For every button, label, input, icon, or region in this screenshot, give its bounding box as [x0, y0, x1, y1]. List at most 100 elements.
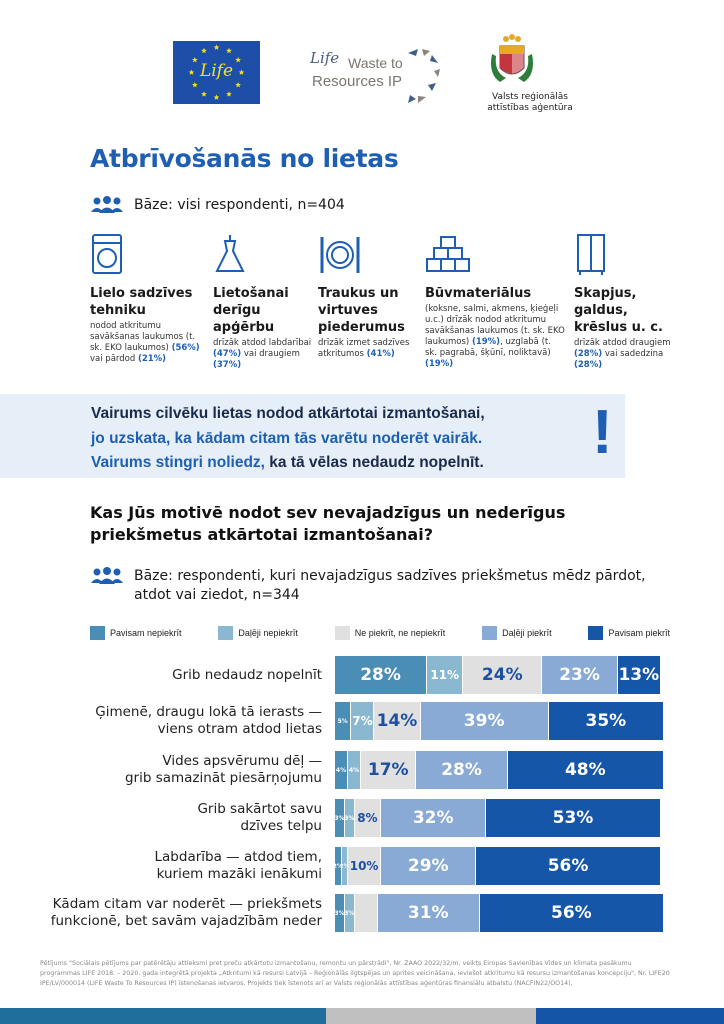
- callout-line1: Vairums cilvēku lietas nodod atkārtotai …: [91, 405, 485, 422]
- eu-star-icon: [201, 47, 207, 54]
- callout-line3-highlight: Vairums stingri noliedz,: [91, 454, 265, 471]
- bar-segment-3: 8%: [354, 799, 382, 837]
- eu-stars-icon: [188, 44, 245, 100]
- data-label: 35%: [585, 711, 627, 731]
- bar-segment-2: 11%: [427, 656, 464, 694]
- eu-star-icon: [226, 47, 232, 54]
- wtr-line2: Resources IP: [312, 73, 403, 90]
- bar-segment-5: 48%: [507, 751, 664, 789]
- legend-swatch: [588, 626, 604, 640]
- bar-segment-1: 3%: [335, 799, 345, 837]
- bar-segment-2: 4%: [348, 751, 362, 789]
- bar-segment-1: 5%: [335, 702, 352, 740]
- eu-star-icon: [213, 94, 220, 100]
- data-label: 17%: [367, 760, 409, 780]
- legend-swatch: [90, 626, 105, 640]
- category-text-part: nodod atkritumu savākšanas laukumos (t. …: [90, 321, 196, 353]
- category-title: Lielo sadzīves tehniku: [90, 286, 193, 318]
- category-card: Traukus un virtuves piederumus drīzāk iz…: [318, 233, 418, 360]
- category-percent: (37%): [213, 360, 242, 370]
- wtr-line1: Waste to: [348, 55, 403, 71]
- category-card: Skapjus, galdus, krēslus u. c. drīzāk at…: [574, 233, 674, 371]
- bar-segment-4: 23%: [542, 656, 618, 694]
- category-text: (koksne, salmi, akmens, ķieģeļi u.c.) dr…: [425, 304, 565, 370]
- bar-segment-5: 56%: [476, 847, 661, 885]
- bar-segment-1: 4%: [335, 751, 349, 789]
- data-label: 53%: [552, 808, 594, 828]
- category-card: Lielo sadzīves tehniku nodod atkritumu s…: [90, 233, 208, 365]
- bricks-icon: [426, 236, 470, 272]
- data-label: 11%: [430, 668, 460, 682]
- category-text: nodod atkritumu savākšanas laukumos (t. …: [90, 321, 208, 365]
- category-text-part: , uzglabā (t. sk. pagrabā, šķūnī, nolikt…: [425, 337, 551, 358]
- legend-label: Daļēji nepiekrīt: [238, 628, 298, 638]
- category-percent: (56%): [171, 343, 200, 353]
- eu-star-icon: [192, 57, 198, 63]
- legend-item: Daļēji piekrīt: [482, 626, 552, 640]
- legend-item: Ne piekrīt, ne nepiekrīt: [334, 626, 446, 640]
- category-percent: (19%): [471, 337, 501, 347]
- data-label: 39%: [463, 711, 505, 731]
- legend-label: Pavisam nepiekrīt: [110, 628, 182, 638]
- bar-row: 4% 4% 17% 28% 48%: [335, 751, 664, 789]
- bar-segment-3: 24%: [463, 656, 543, 694]
- bar-segment-1: 3%: [335, 894, 345, 932]
- latvia-coat-of-arms-icon: [491, 34, 533, 82]
- eu-star-icon: [192, 82, 198, 88]
- exclamation-icon: !: [592, 398, 613, 467]
- row-label: Grib nedaudz nopelnīt: [172, 666, 322, 683]
- legend-item: Daļēji nepiekrīt: [218, 626, 298, 640]
- row-label: Kādam citam var noderēt — priekšmets fun…: [50, 896, 322, 929]
- bar-segment-4: 32%: [381, 799, 487, 837]
- bar-segment-3: 14%: [374, 702, 421, 740]
- category-percent: (28%): [574, 360, 603, 370]
- category-percent: (21%): [137, 354, 167, 364]
- legend-label: Pavisam piekrīt: [608, 628, 670, 638]
- eu-star-icon: [235, 82, 241, 88]
- bottom-bar-segment: [536, 1008, 724, 1024]
- data-label: 10%: [349, 859, 379, 873]
- data-label: 4%: [348, 766, 360, 774]
- bar-segment-2: 2%: [341, 847, 349, 885]
- eu-star-icon: [226, 91, 232, 97]
- category-text: drīzāk atdod labdarībai (47%) vai draugi…: [213, 338, 313, 371]
- data-label: 13%: [618, 665, 660, 685]
- waste-to-resources-logo: Life Waste to Resources IP: [310, 47, 440, 107]
- wardrobe-icon: [577, 234, 605, 275]
- data-label: 5%: [337, 717, 348, 725]
- base2-text: Bāze: respondenti, kuri nevajadzīgus sad…: [134, 568, 646, 603]
- bar-segment-2: 7%: [351, 702, 375, 740]
- data-label: 28%: [360, 665, 401, 685]
- bar-segment-1: 2%: [335, 847, 342, 885]
- data-label: 3%: [335, 814, 345, 822]
- legend-label: Daļēji piekrīt: [502, 628, 552, 638]
- bar-segment-3: 17%: [361, 751, 417, 789]
- data-label: 2%: [342, 863, 348, 870]
- category-text-part: drīzāk izmet sadzīves atkritumos: [318, 338, 410, 359]
- question-heading: Kas Jūs motivē nodot sev nevajadzīgus un…: [90, 503, 566, 544]
- category-text-part: vai sadedzina: [602, 349, 664, 359]
- data-label: 2%: [335, 863, 341, 870]
- arrows-cycle-icon: [408, 49, 440, 103]
- bar-row: 3% 3% 31% 56%: [335, 894, 664, 932]
- data-label: 31%: [407, 903, 449, 923]
- category-text-part: (koksne, salmi, akmens, ķieģeļi u.c.) dr…: [425, 304, 565, 347]
- bar-row: 28% 11% 24% 23% 13%: [335, 656, 664, 694]
- dress-icon: [215, 235, 245, 272]
- category-title: Lietošanai derīgu apģērbu: [213, 286, 289, 335]
- callout-band: Vairums cilvēku lietas nodod atkārtotai …: [0, 394, 625, 478]
- data-label: 7%: [352, 714, 373, 728]
- category-text-part: drīzāk atdod draugiem: [574, 338, 671, 348]
- chart-legend: Pavisam nepiekrīt Daļēji nepiekrīt Ne piek…: [90, 626, 670, 640]
- people-group-icon: [91, 567, 123, 584]
- data-label: 14%: [376, 711, 418, 731]
- bottom-bar-segment: [326, 1008, 536, 1024]
- category-card: Lietošanai derīgu apģērbu drīzāk atdod l…: [213, 233, 313, 371]
- life-logo-text: Life: [199, 61, 234, 81]
- data-label: 4%: [335, 766, 347, 774]
- vraa-logo-text: Valsts reģionālās attīstības aģentūra: [487, 92, 573, 113]
- legend-label: Ne piekrīt, ne nepiekrīt: [354, 628, 446, 638]
- data-label: 3%: [335, 909, 345, 917]
- bar-segment-4: 31%: [377, 894, 480, 932]
- bar-segment-4: 29%: [381, 847, 477, 885]
